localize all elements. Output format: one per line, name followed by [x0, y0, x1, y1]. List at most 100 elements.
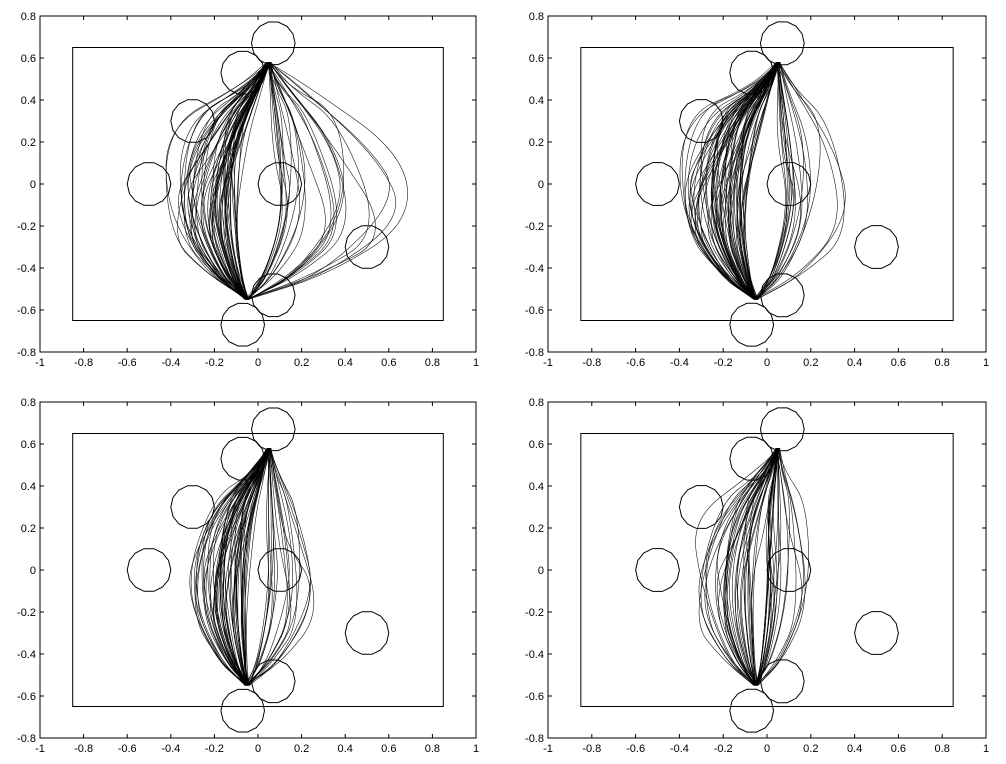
trajectory-line: [196, 62, 268, 300]
y-tick-label: 0.2: [21, 523, 36, 535]
trajectory-line: [220, 448, 272, 686]
trajectory-line: [209, 62, 271, 300]
x-tick-label: 1: [983, 357, 989, 369]
trajectory-line: [248, 62, 341, 300]
x-tick-label: 1: [473, 357, 479, 369]
x-tick-label: -1: [35, 357, 45, 369]
y-tick-label: 0.8: [529, 397, 544, 409]
x-tick-label: 0.2: [294, 357, 309, 369]
x-tick-label: -1: [543, 743, 553, 755]
x-tick-label: 0.8: [425, 743, 440, 755]
y-tick-label: -0.8: [525, 733, 544, 745]
trajectory-line: [249, 448, 311, 686]
obstacle-circle: [729, 688, 775, 733]
y-tick-label: -0.6: [525, 305, 544, 317]
obstacle-circle: [250, 273, 296, 318]
trajectory-line: [230, 62, 271, 300]
obstacle-circle: [220, 302, 266, 347]
trajectory-line: [754, 448, 789, 686]
trajectory-line: [190, 448, 268, 686]
trajectory-line: [706, 448, 779, 686]
trajectory-line: [219, 62, 270, 300]
obstacle-circle: [678, 99, 724, 143]
subplot-bottom-left: -1 -0.8 -0.6 -0.4 -0.2 0 0.2 0.4 0.6 0.8 1-0.8-0.6…: [17, 397, 479, 755]
workspace-boundary: [72, 47, 444, 321]
obstacle-circle: [170, 485, 215, 529]
trajectory-line: [216, 62, 269, 300]
trajectory-line: [245, 448, 294, 686]
trajectory-line: [240, 448, 271, 686]
y-tick-label: 0: [538, 565, 544, 577]
trajectory-line: [728, 62, 777, 300]
trajectory-line: [757, 448, 803, 686]
workspace-boundary: [580, 433, 954, 707]
y-tick-label: 0.6: [529, 439, 544, 451]
x-tick-label: 0.2: [803, 357, 818, 369]
trajectory-line: [752, 448, 778, 686]
trajectory-line: [245, 61, 390, 300]
y-tick-label: 0.2: [21, 137, 36, 149]
trajectory-group: [165, 61, 408, 300]
trajectory-line: [756, 62, 846, 300]
x-tick-label: -0.2: [205, 357, 224, 369]
trajectory-line: [241, 448, 271, 686]
trajectory-line: [244, 448, 311, 686]
y-tick-label: 0: [538, 179, 544, 191]
y-tick-label: 0.6: [21, 53, 36, 65]
y-tick-label: -0.4: [525, 263, 544, 275]
obstacle-circle: [257, 548, 303, 592]
trajectory-line: [179, 61, 272, 300]
y-tick-label: -0.8: [17, 733, 36, 745]
trajectory-line: [248, 62, 332, 300]
trajectory-line: [736, 62, 779, 300]
y-tick-label: -0.2: [525, 221, 544, 233]
x-tick-label: -0.6: [118, 743, 137, 755]
trajectory-line: [724, 448, 780, 686]
trajectory-line: [248, 62, 326, 300]
x-tick-label: -0.2: [714, 357, 733, 369]
trajectory-group: [189, 448, 315, 686]
trajectory-line: [705, 61, 780, 300]
workspace-boundary: [72, 433, 444, 707]
x-tick-label: 0.8: [935, 743, 950, 755]
trajectory-line: [205, 448, 271, 686]
y-tick-label: -0.8: [525, 347, 544, 359]
obstacle-circle: [678, 485, 724, 529]
obstacle-circle: [635, 548, 680, 592]
y-tick-label: -0.8: [17, 347, 36, 359]
y-tick-label: 0.4: [529, 95, 544, 107]
x-tick-label: 1: [473, 743, 479, 755]
x-tick-label: 0.4: [847, 357, 862, 369]
x-tick-label: 0.6: [381, 357, 396, 369]
y-tick-label: 0.8: [21, 397, 36, 409]
y-tick-label: -0.4: [17, 649, 36, 661]
y-tick-label: 0.6: [21, 439, 36, 451]
x-tick-label: 0.6: [381, 743, 396, 755]
trajectory-line: [245, 448, 311, 686]
obstacle-circle: [729, 436, 775, 481]
subplot-top-left: -1 -0.8 -0.6 -0.4 -0.2 0 0.2 0.4 0.6 0.8 1-0.8-0.6…: [17, 11, 479, 369]
trajectory-line: [247, 62, 292, 300]
trajectory-line: [753, 62, 803, 300]
x-tick-label: -1: [543, 357, 553, 369]
x-tick-label: -0.2: [714, 743, 733, 755]
trajectory-line: [219, 448, 269, 686]
obstacle-circle: [250, 659, 296, 704]
trajectory-line: [745, 448, 777, 686]
obstacle-circle: [766, 162, 812, 206]
trajectory-line: [745, 62, 779, 300]
obstacle-circle: [729, 50, 775, 95]
trajectory-line: [214, 62, 270, 300]
trajectory-line: [747, 448, 777, 686]
x-tick-label: -1: [35, 743, 45, 755]
x-tick-label: -0.6: [626, 743, 645, 755]
trajectory-group: [679, 61, 846, 300]
trajectory-line: [247, 448, 290, 686]
obstacle-circle: [126, 162, 172, 206]
x-tick-label: -0.2: [205, 743, 224, 755]
trajectory-line: [194, 448, 270, 686]
trajectory-line: [756, 448, 797, 686]
trajectory-line: [754, 62, 792, 300]
y-tick-label: -0.4: [17, 263, 36, 275]
